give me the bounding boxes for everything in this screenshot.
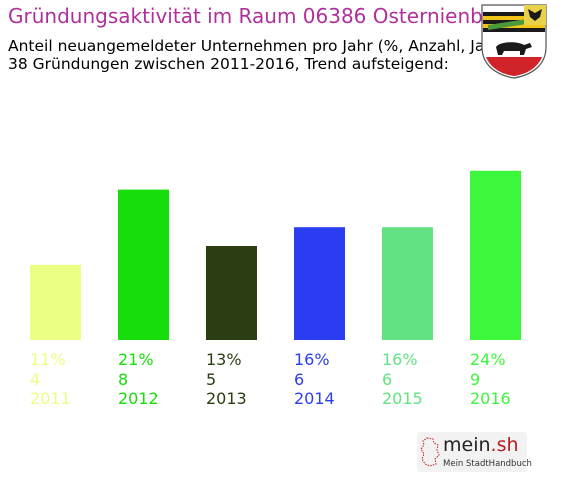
percent-label-2014: 16% (294, 350, 330, 369)
percent-label-2015: 16% (382, 350, 418, 369)
year-label-2013: 2013 (206, 389, 247, 408)
germany-map-icon (420, 437, 440, 467)
chart-subtitle-line2: 38 Gründungen zwischen 2011-2016, Trend … (8, 55, 449, 73)
brand-name: mein.sh (443, 434, 519, 456)
saxony-anhalt-coat-of-arms-icon (481, 4, 547, 79)
count-label-2013: 5 (206, 370, 216, 389)
mein-sh-brand-logo[interactable]: mein.sh Mein StadtHandbuch (417, 432, 532, 472)
percent-label-2011: 11% (30, 350, 66, 369)
bar-chart: 11%4201121%8201213%5201316%6201416%62015… (30, 170, 521, 408)
brand-name-tld: .sh (490, 434, 519, 456)
year-label-2014: 2014 (294, 389, 335, 408)
chart-subtitle-line1: Anteil neuangemeldeter Unternehmen pro J… (8, 37, 507, 55)
bar-2016 (470, 170, 521, 340)
year-label-2011: 2011 (30, 389, 71, 408)
bar-2011 (30, 264, 81, 340)
bar-2015 (382, 227, 433, 340)
year-label-2015: 2015 (382, 389, 423, 408)
bar-2014 (294, 227, 345, 340)
year-label-2016: 2016 (470, 389, 511, 408)
count-label-2014: 6 (294, 370, 304, 389)
brand-tagline: Mein StadtHandbuch (443, 459, 532, 469)
chart-title: Gründungsaktivität im Raum 06386 Osterni… (8, 4, 517, 28)
count-label-2011: 4 (30, 370, 40, 389)
count-label-2016: 9 (470, 370, 480, 389)
percent-label-2012: 21% (118, 350, 154, 369)
count-label-2012: 8 (118, 370, 128, 389)
bar-2012 (118, 189, 169, 340)
percent-label-2013: 13% (206, 350, 242, 369)
percent-label-2016: 24% (470, 350, 506, 369)
bar-2013 (206, 246, 257, 340)
brand-name-main: mein (443, 434, 491, 456)
year-label-2012: 2012 (118, 389, 159, 408)
count-label-2015: 6 (382, 370, 392, 389)
